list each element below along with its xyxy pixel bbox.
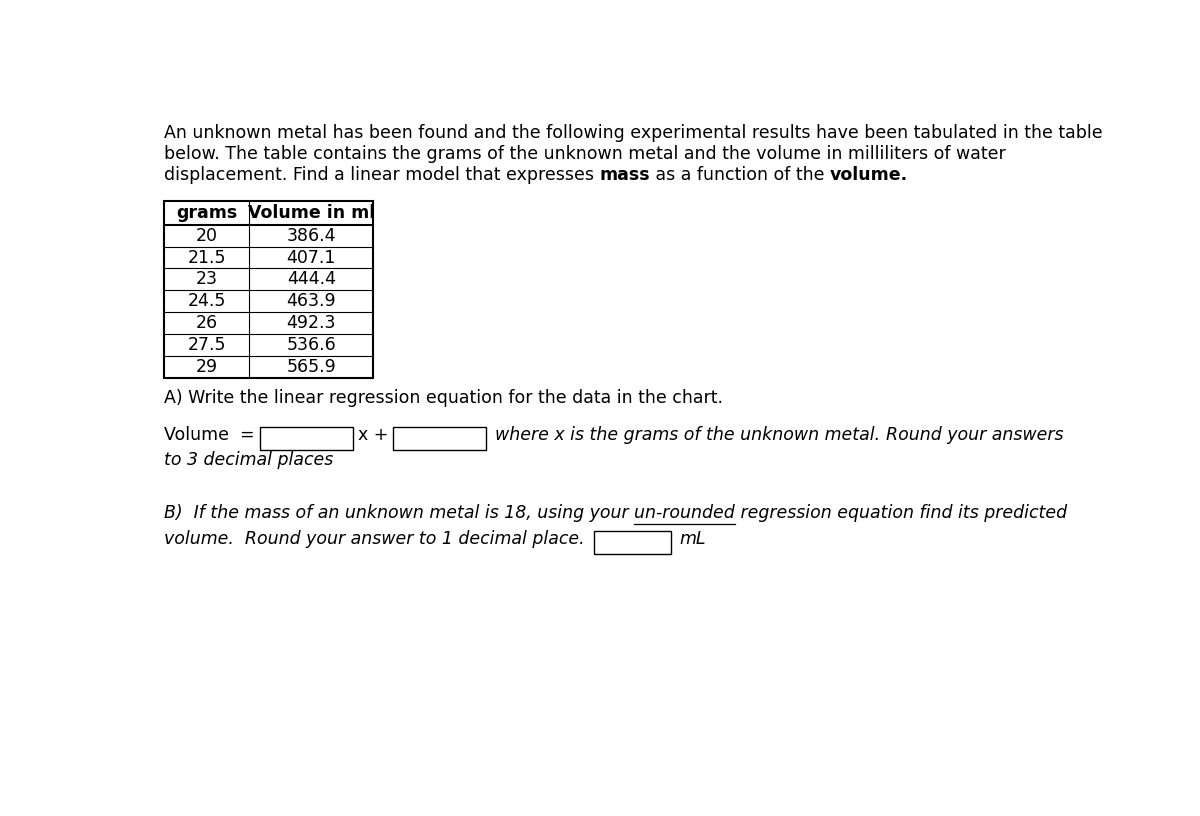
Text: x +: x + (358, 426, 388, 444)
Text: Volume in ml: Volume in ml (247, 204, 374, 222)
Bar (260, 427, 353, 450)
Text: Volume  =: Volume = (164, 426, 260, 444)
Text: grams: grams (176, 204, 238, 222)
Text: 536.6: 536.6 (287, 336, 336, 354)
Text: 29: 29 (196, 358, 217, 376)
Text: 24.5: 24.5 (187, 292, 226, 310)
Text: volume.: volume. (830, 166, 908, 184)
Text: 444.4: 444.4 (287, 270, 336, 288)
Text: B)  If the mass of an unknown metal is 18, using your: B) If the mass of an unknown metal is 18… (164, 504, 634, 522)
Bar (164, 201, 373, 378)
Text: to 3 decimal places: to 3 decimal places (164, 451, 334, 469)
Text: Round your answers: Round your answers (886, 426, 1063, 444)
Text: 386.4: 386.4 (287, 227, 336, 245)
Text: mL: mL (679, 530, 706, 548)
Text: where x is the grams of the unknown metal.: where x is the grams of the unknown meta… (496, 426, 886, 444)
Text: 21.5: 21.5 (187, 249, 226, 267)
Text: 27.5: 27.5 (187, 336, 226, 354)
Text: 26: 26 (196, 314, 217, 332)
Text: below. The table contains the grams of the unknown metal and the volume in milli: below. The table contains the grams of t… (164, 145, 1006, 163)
Text: displacement. Find a linear model that expresses: displacement. Find a linear model that e… (164, 166, 600, 184)
Bar (594, 530, 671, 554)
Text: as a function of the: as a function of the (650, 166, 830, 184)
Text: 20: 20 (196, 227, 217, 245)
Text: 463.9: 463.9 (287, 292, 336, 310)
Text: A) Write the linear regression equation for the data in the chart.: A) Write the linear regression equation … (164, 389, 722, 407)
Text: 492.3: 492.3 (287, 314, 336, 332)
Text: mass: mass (600, 166, 650, 184)
Text: regression equation find its predicted: regression equation find its predicted (734, 504, 1067, 522)
Text: 565.9: 565.9 (287, 358, 336, 376)
Text: 407.1: 407.1 (287, 249, 336, 267)
Text: volume.  Round your answer to 1 decimal place.: volume. Round your answer to 1 decimal p… (164, 530, 584, 548)
Bar (392, 427, 486, 450)
Text: 23: 23 (196, 270, 217, 288)
Text: un-rounded: un-rounded (634, 504, 734, 522)
Text: An unknown metal has been found and the following experimental results have been: An unknown metal has been found and the … (164, 124, 1103, 142)
